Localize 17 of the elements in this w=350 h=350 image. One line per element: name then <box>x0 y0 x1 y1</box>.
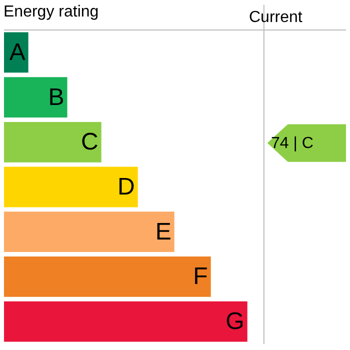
y-tick-label: A <box>9 38 26 66</box>
bar <box>4 256 211 297</box>
bar <box>4 122 102 162</box>
y-tick-label: B <box>48 84 64 111</box>
y-tick-label: C <box>80 128 98 156</box>
text: 74 | C <box>271 135 314 152</box>
y-tick-label: G <box>226 308 244 336</box>
bar <box>4 301 248 342</box>
y-tick-label: E <box>155 218 172 246</box>
y-tick-label: F <box>193 263 208 290</box>
bar <box>4 77 68 118</box>
bar <box>4 32 28 73</box>
bar <box>4 166 138 208</box>
chart-title: Energy rating <box>4 3 99 20</box>
y-tick-label: D <box>117 174 135 200</box>
text: Current <box>249 9 303 26</box>
bar <box>4 212 174 252</box>
